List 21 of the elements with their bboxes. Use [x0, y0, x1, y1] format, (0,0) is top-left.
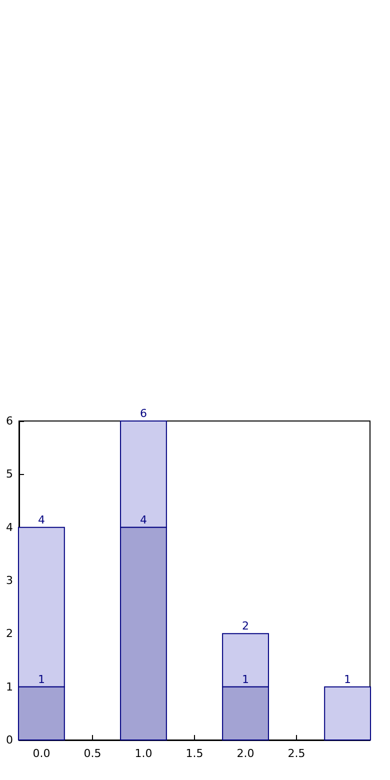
y-tick-label: 6: [6, 414, 13, 428]
y-tick-label: 0: [6, 734, 13, 746]
y-tick-label: 5: [6, 468, 13, 481]
total-label: 6: [140, 407, 147, 420]
y-tick-label: 1: [6, 680, 13, 694]
total-label: 2: [242, 620, 250, 633]
y-tick-label: 2: [6, 627, 13, 640]
data-label: 4: [140, 513, 147, 526]
x-tick-label: 2.0: [236, 747, 254, 760]
x-tick-label: 1.0: [134, 747, 152, 760]
data-label: 1: [242, 672, 250, 686]
y-tick-label: 4: [6, 520, 13, 534]
x-tick-label: 0.0: [32, 747, 50, 760]
total-label: 4: [38, 513, 45, 526]
y-tick-label: 3: [6, 574, 13, 587]
x-tick-label: 0.5: [84, 747, 102, 760]
bar: [324, 686, 372, 740]
x-tick-label: 2.5: [288, 747, 306, 760]
x-tick-label: 1.5: [186, 747, 204, 760]
total-label: 1: [344, 672, 352, 686]
data-label: 1: [38, 672, 45, 686]
